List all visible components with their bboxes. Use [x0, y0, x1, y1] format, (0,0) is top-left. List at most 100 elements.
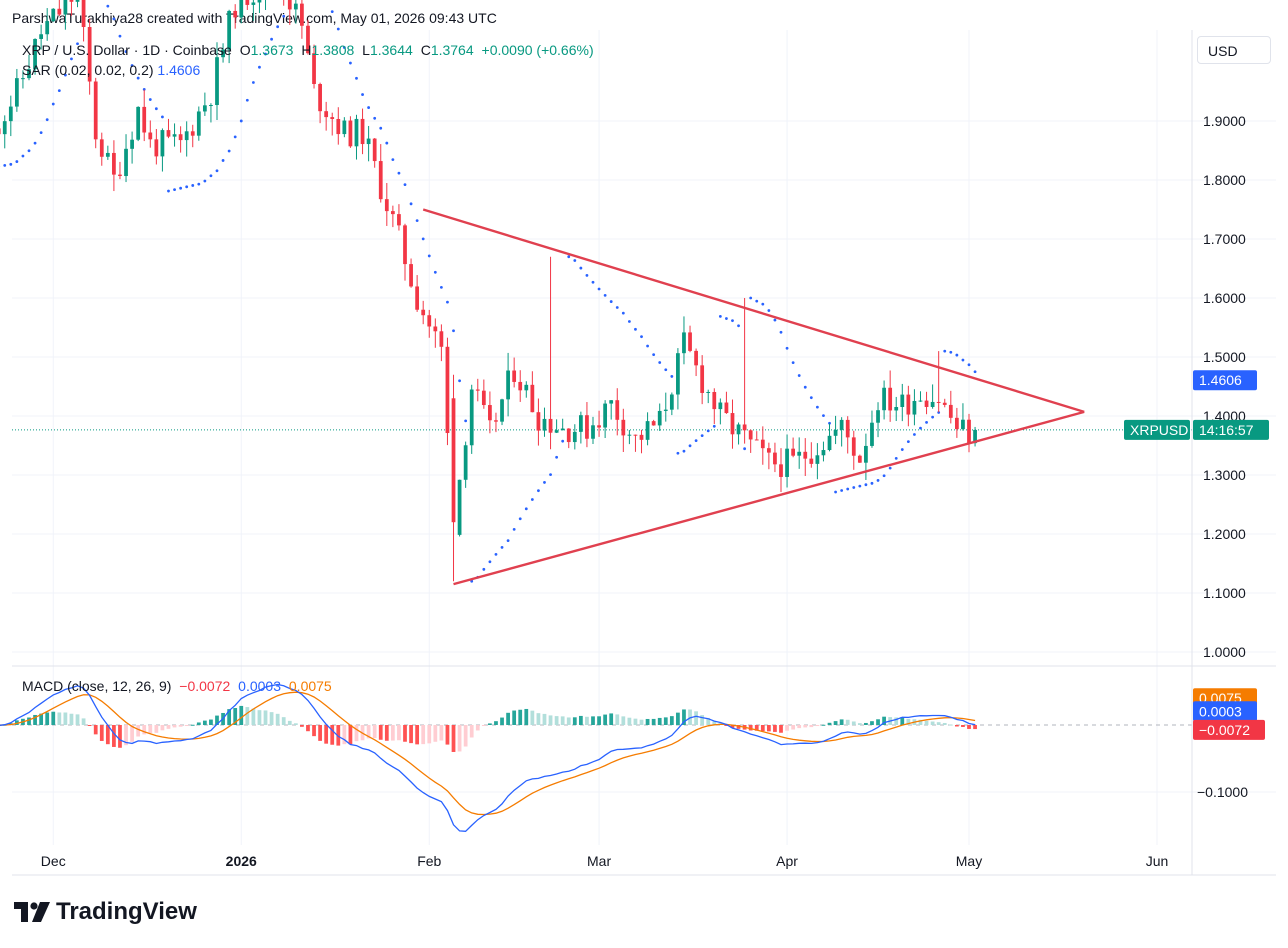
macd-histogram-bar	[712, 721, 717, 725]
candle-body	[136, 106, 141, 140]
sar-dot	[894, 456, 898, 460]
candle-body	[627, 434, 632, 436]
candle-body	[845, 419, 850, 438]
sar-dot	[51, 102, 55, 106]
candle-body	[257, 0, 262, 3]
sar-dot	[9, 162, 13, 166]
triangle-pattern[interactable]	[422, 208, 1085, 586]
candle-body	[445, 346, 450, 434]
macd-label[interactable]: MACD (close, 12, 26, 9)	[22, 678, 172, 694]
triangle-upper-line	[422, 208, 1085, 414]
candle-body	[105, 152, 110, 157]
candle-body	[524, 384, 529, 391]
candle-body	[821, 450, 826, 456]
sar-dot	[627, 320, 631, 323]
sar-dot	[779, 330, 783, 334]
macd-line-value: 0.0003	[238, 678, 281, 694]
sar-dot	[21, 154, 25, 158]
open-value: 1.3673	[250, 42, 294, 58]
candle-body	[21, 78, 25, 80]
candle-body	[93, 81, 98, 140]
candle-body	[215, 57, 219, 106]
candle-body	[481, 390, 486, 406]
symbol-title[interactable]: XRP / U.S. Dollar · 1D · Coinbase	[22, 42, 232, 58]
price-tick-label: 1.1000	[1203, 585, 1246, 601]
sar-dot	[652, 353, 656, 356]
candle-body	[694, 350, 698, 366]
macd-histogram-bar	[300, 725, 304, 727]
candle-body	[560, 428, 565, 431]
macd-histogram-bar	[864, 722, 868, 725]
macd-histogram-bar	[760, 725, 765, 732]
macd-histogram-bar	[657, 717, 662, 725]
sar-dot	[464, 419, 468, 423]
time-tick-label: Apr	[776, 853, 798, 869]
candle-body	[633, 434, 638, 436]
sar-dot	[173, 188, 176, 192]
candle-body	[645, 421, 650, 440]
sar-dot	[355, 76, 358, 80]
macd-histogram-bar	[409, 725, 413, 744]
macd-histogram-bar	[870, 721, 874, 725]
candle-body	[221, 49, 225, 58]
candle-body	[924, 400, 929, 407]
macd-histogram-bar	[14, 720, 19, 725]
sar-dot	[3, 163, 7, 167]
macd-histogram-bar	[954, 725, 959, 727]
candle-body	[566, 428, 571, 443]
sar-dot	[161, 115, 164, 119]
sar-dot	[506, 539, 510, 543]
candle-body	[457, 479, 462, 535]
macd-histogram-bar	[39, 713, 44, 725]
macd-histogram-bar	[827, 722, 832, 725]
sar-dot	[712, 424, 716, 428]
macd-histogram-bar	[936, 722, 941, 725]
macd-histogram-bar	[512, 710, 517, 725]
candle-body	[591, 425, 595, 439]
macd-histogram-bar	[627, 717, 632, 725]
macd-histogram-bar	[578, 715, 583, 725]
sar-dot	[106, 4, 110, 8]
grid-lines	[12, 30, 1276, 845]
macd-histogram-bar	[330, 725, 335, 745]
candle-body	[572, 431, 577, 443]
macd-histogram-bar	[154, 725, 159, 733]
macd-hist-value: −0.0072	[179, 678, 231, 694]
macd-histogram-bar	[554, 716, 559, 725]
currency-selector[interactable]: USD	[1197, 36, 1271, 64]
macd-histogram-bar	[215, 715, 219, 725]
sar-dot	[646, 344, 649, 348]
sar-dot	[446, 300, 449, 304]
candle-body	[45, 21, 50, 35]
sar-dot	[385, 141, 389, 145]
sar-dot	[227, 149, 231, 153]
tradingview-logo[interactable]: TradingView	[14, 898, 197, 926]
candle-body	[669, 394, 674, 410]
candlestick-series	[0, 0, 977, 582]
macd-histogram-bar	[815, 725, 820, 727]
macd-histogram-bar	[166, 725, 171, 729]
candle-body	[403, 225, 407, 265]
low-label: L	[362, 42, 370, 58]
macd-histogram-bar	[754, 725, 759, 731]
macd-histogram-bar	[942, 722, 947, 725]
macd-histogram-bar	[918, 719, 923, 725]
candle-body	[682, 332, 686, 354]
candle-body	[542, 418, 547, 431]
sar-label[interactable]: SAR (0.02, 0.02, 0.2)	[22, 62, 154, 78]
candle-body	[918, 400, 923, 402]
sar-dot	[791, 361, 795, 364]
candle-body	[154, 139, 159, 157]
candle-body	[585, 415, 589, 439]
macd-histogram-bar	[560, 716, 565, 725]
sar-dot	[185, 185, 189, 189]
macd-histogram-bar	[736, 725, 741, 729]
candle-body	[300, 3, 304, 26]
main-pane	[12, 30, 1274, 665]
candle-body	[233, 10, 238, 18]
sar-dot	[809, 396, 813, 400]
sar-dot	[749, 296, 753, 300]
sar-dot	[706, 429, 710, 433]
macd-histogram-bar	[324, 725, 329, 744]
